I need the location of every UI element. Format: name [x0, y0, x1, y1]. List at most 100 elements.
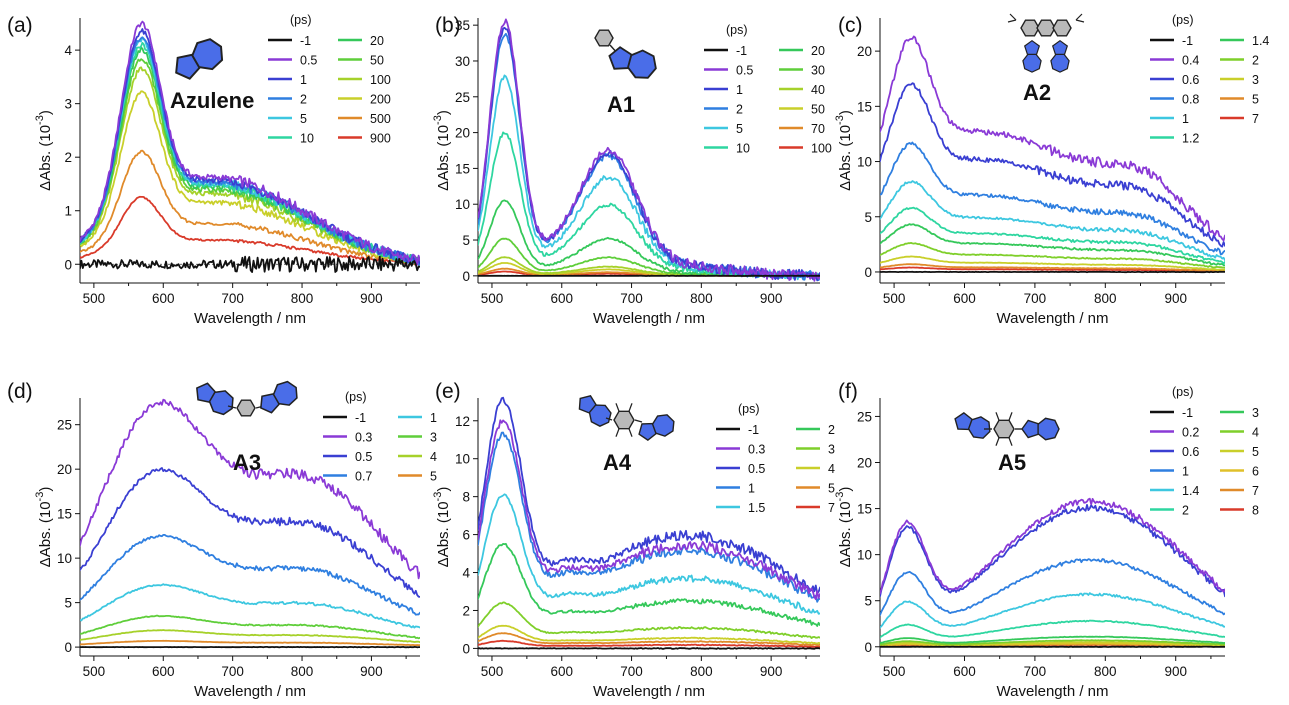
- y-axis-title: ΔAbs. (10-3): [432, 487, 452, 568]
- y-tick-label: 0: [64, 257, 72, 272]
- azulene-unit: [175, 38, 224, 80]
- azulene-unit: [954, 412, 991, 439]
- x-tick-label: 700: [1024, 291, 1047, 306]
- series-group: [880, 497, 1225, 648]
- legend-label: 1.5: [748, 501, 765, 515]
- legend-label: -1: [1182, 406, 1193, 420]
- chart-panel-0: (a) 500 600 700 800 900 0 1 2 3 4 Wavelength / nm ΔA…: [7, 13, 420, 327]
- legend: (ps) -1 0.3 0.5 0.7 1 3 4 5: [323, 390, 437, 484]
- y-tick-label: 0: [462, 269, 470, 284]
- y-tick-label: 0: [64, 640, 72, 655]
- molecule-ring: [272, 380, 298, 406]
- series-line-2: [80, 36, 420, 266]
- molecule-ring: [613, 410, 635, 430]
- y-tick-label: 25: [857, 409, 872, 424]
- y-axis-title-exp: -3: [834, 492, 846, 502]
- x-tick-label: 500: [883, 664, 906, 679]
- legend: (ps) -1 0.5 1 2 5 10 20 30 40 50 70 100: [704, 23, 832, 156]
- series-line-1.2: [880, 206, 1225, 265]
- legend-label: 0.5: [736, 64, 753, 78]
- x-tick-label: 800: [291, 664, 314, 679]
- series-line-0.3: [478, 419, 820, 601]
- series-line-0.6: [880, 82, 1225, 248]
- x-tick-label: 600: [152, 664, 175, 679]
- y-tick-label: 2: [64, 150, 72, 165]
- molecule-ring: [627, 49, 657, 79]
- panel-label: (f): [838, 380, 858, 403]
- series-line-0.5: [478, 396, 820, 595]
- x-tick-label: 600: [953, 291, 976, 306]
- y-tick-label: 20: [455, 126, 470, 141]
- legend-label: 0.3: [355, 431, 372, 445]
- azulene-unit: [608, 46, 657, 79]
- legend: (ps) -1 0.5 1 2 5 10 20 50 100 200 500 900: [268, 13, 391, 146]
- legend: (ps) -1 0.4 0.6 0.8 1 1.2 1.4 2 3 5 7: [1150, 13, 1269, 146]
- legend-label: 6: [1252, 465, 1259, 479]
- series-line-1: [880, 180, 1225, 262]
- y-tick-label: 15: [857, 502, 872, 517]
- legend-label: 0.7: [355, 470, 372, 484]
- y-tick-label: 20: [857, 44, 872, 59]
- x-tick-label: 500: [883, 291, 906, 306]
- series-line-1: [478, 431, 820, 603]
- chart-panel-1: (b)500 600 700 800 90005101520253035Waveleng…: [432, 14, 832, 327]
- y-tick-label: 3: [64, 97, 72, 112]
- series-line-3: [478, 601, 820, 639]
- compound-name: A2: [1023, 80, 1051, 105]
- y-tick-label: 5: [864, 594, 872, 609]
- azulene-unit: [1022, 39, 1042, 73]
- series-group: [478, 18, 820, 282]
- legend-label: 0.8: [1182, 93, 1199, 107]
- legend-label: 4: [1252, 426, 1259, 440]
- legend-label: 1: [300, 73, 307, 87]
- molecule-ring: [191, 38, 224, 71]
- y-tick-label: 5: [64, 596, 72, 611]
- series-line-3: [880, 635, 1225, 644]
- molecule-ring: [1022, 53, 1042, 73]
- y-tick-label: 12: [455, 414, 470, 429]
- legend-label: 1.2: [1182, 132, 1199, 146]
- legend-label: 900: [370, 132, 391, 146]
- legend-title: (ps): [726, 23, 748, 37]
- series-line-4: [478, 624, 820, 645]
- x-tick-label: 800: [690, 664, 713, 679]
- x-tick-label: 500: [83, 291, 106, 306]
- molecule-ring: [1037, 417, 1060, 441]
- legend-label: 4: [828, 462, 835, 476]
- panel-label: (e): [435, 380, 461, 403]
- series-line--1: [880, 270, 1225, 274]
- molecule-ring: [1023, 39, 1041, 56]
- y-tick-label: 1: [64, 204, 72, 219]
- y-tick-label: 10: [857, 548, 872, 563]
- y-tick-label: 10: [857, 155, 872, 170]
- molecule-ring: [236, 399, 256, 417]
- legend-label: 100: [370, 73, 391, 87]
- y-axis-title-exp: -3: [432, 492, 444, 502]
- x-tick-label: 700: [221, 291, 244, 306]
- x-axis-title: Wavelength / nm: [593, 310, 705, 327]
- y-tick-label: 35: [455, 18, 470, 33]
- x-tick-label: 900: [360, 664, 383, 679]
- legend-label: -1: [300, 34, 311, 48]
- series-line--1: [478, 647, 820, 650]
- legend-label: 5: [300, 112, 307, 126]
- legend-label: 1: [748, 482, 755, 496]
- series-line-2: [880, 242, 1225, 269]
- x-tick-label: 800: [1094, 664, 1117, 679]
- y-axis-title: ΔAbs. (10-3): [34, 110, 54, 191]
- legend-label: 100: [811, 142, 832, 156]
- y-tick-label: 4: [462, 566, 470, 581]
- y-axis-title: ΔAbs. (10-3): [432, 110, 452, 191]
- compound-name: Azulene: [170, 88, 254, 113]
- molecule-ring: [651, 414, 675, 437]
- series-line-4: [80, 629, 420, 644]
- molecule-ring: [208, 390, 234, 416]
- x-tick-label: 700: [620, 664, 643, 679]
- x-tick-label: 600: [550, 291, 573, 306]
- methyl-bond: [615, 403, 620, 412]
- y-axis-title-main: ΔAbs. (10: [435, 501, 452, 567]
- series-line-0.6: [880, 504, 1225, 598]
- legend-label: 2: [1182, 504, 1189, 518]
- series-line-5: [478, 632, 820, 647]
